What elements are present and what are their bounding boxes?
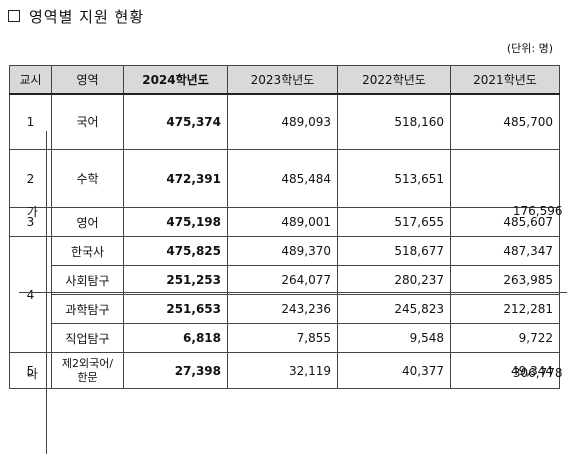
checkbox-square-icon: [8, 10, 20, 22]
math-2021-subtable: 가 176,596 나 306,778: [19, 131, 567, 454]
header-period: 교시: [10, 66, 52, 94]
header-subject: 영역: [52, 66, 124, 94]
table-row: 2 수학 472,391 485,484 513,651 가 176,596 나…: [10, 150, 560, 208]
header-2022: 2022학년도: [338, 66, 451, 94]
value-2021-split: 가 176,596 나 306,778: [451, 150, 560, 208]
header-2023: 2023학년도: [228, 66, 338, 94]
title-text: 영역별 지원 현황: [29, 6, 144, 27]
header-2021: 2021학년도: [451, 66, 560, 94]
applicants-by-area-table: 교시 영역 2024학년도 2023학년도 2022학년도 2021학년도 1 …: [9, 65, 560, 389]
header-row: 교시 영역 2024학년도 2023학년도 2022학년도 2021학년도: [10, 66, 560, 94]
type-na-label: 나: [19, 292, 47, 454]
type-na-value: 306,778: [47, 292, 567, 454]
type-ga-label: 가: [19, 131, 47, 293]
section-title: 영역별 지원 현황: [8, 4, 144, 28]
unit-label: (단위: 명): [507, 40, 553, 56]
header-2024: 2024학년도: [124, 66, 228, 94]
type-ga-value: 176,596: [47, 131, 567, 293]
